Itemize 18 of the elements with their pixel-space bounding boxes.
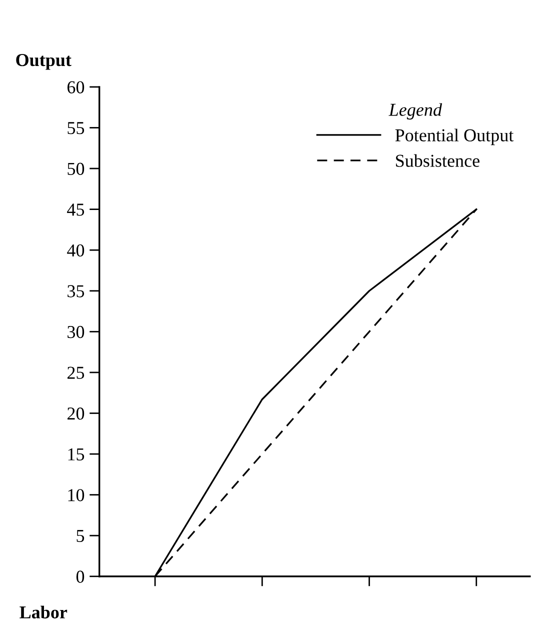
y-tick-label: 0 bbox=[76, 570, 84, 583]
y-tick-label: 5 bbox=[76, 530, 84, 542]
y-tick-label: 20 bbox=[68, 407, 84, 420]
y-tick-label: 55 bbox=[68, 122, 84, 134]
legend-label: Potential Output bbox=[395, 128, 514, 146]
y-tick-label: 40 bbox=[67, 244, 84, 257]
x-axis-title: Labor bbox=[20, 606, 68, 618]
y-tick-label: 35 bbox=[68, 285, 84, 298]
y-tick-label: 50 bbox=[68, 162, 84, 175]
y-tick-label: 25 bbox=[68, 366, 84, 379]
y-tick-label: 30 bbox=[68, 326, 84, 338]
legend-title: Legend bbox=[388, 103, 442, 120]
legend-label: Subsistence bbox=[396, 154, 480, 167]
y-tick-label: 60 bbox=[67, 81, 84, 94]
y-axis-title: Output bbox=[16, 54, 72, 70]
y-tick-label: 45 bbox=[67, 204, 84, 216]
y-tick-label: 15 bbox=[68, 448, 84, 460]
y-tick-label: 10 bbox=[68, 489, 84, 502]
